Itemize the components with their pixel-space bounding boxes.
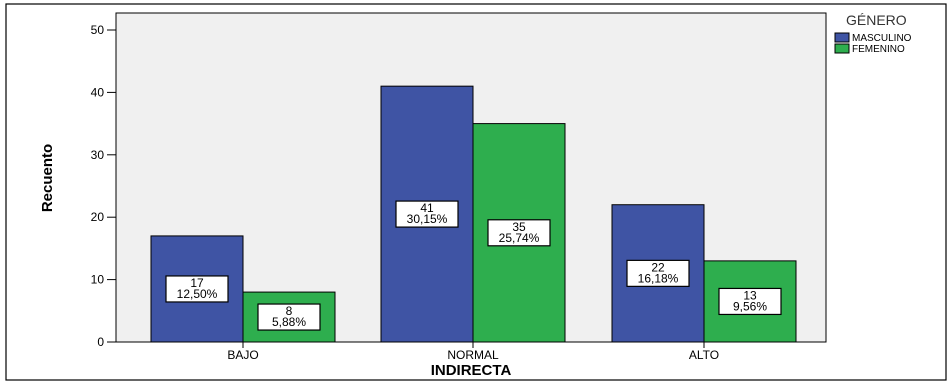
y-tick-label: 0 bbox=[97, 335, 104, 349]
y-axis: 0 10 20 30 40 50 bbox=[91, 23, 116, 349]
data-label-count: 8 bbox=[286, 304, 293, 318]
x-axis: BAJO NORMAL ALTO bbox=[227, 342, 719, 362]
legend-label-masculino: MASCULINO bbox=[852, 33, 912, 44]
y-tick-label: 20 bbox=[91, 210, 105, 224]
data-label-percent: 12,50% bbox=[177, 287, 218, 301]
y-tick-label: 50 bbox=[91, 23, 105, 37]
data-label-box bbox=[165, 275, 229, 303]
data-label-box bbox=[257, 303, 321, 331]
x-tick-label: BAJO bbox=[227, 348, 258, 362]
y-axis-label: Recuento bbox=[39, 144, 56, 212]
data-label-percent: 5,88% bbox=[272, 315, 306, 329]
y-tick-label: 10 bbox=[91, 273, 105, 287]
legend-swatch-femenino bbox=[834, 43, 850, 54]
data-label-box bbox=[487, 219, 551, 247]
legend-title: GÉNERO bbox=[846, 12, 907, 28]
y-tick-label: 30 bbox=[91, 148, 105, 162]
legend-swatch-masculino bbox=[834, 32, 850, 43]
data-label-percent: 9,56% bbox=[733, 299, 767, 313]
y-tick-label: 40 bbox=[91, 85, 105, 99]
data-label: 85,88% bbox=[257, 303, 321, 331]
data-label-percent: 25,74% bbox=[499, 231, 540, 245]
data-label-box bbox=[718, 287, 782, 316]
data-label-box bbox=[626, 259, 690, 287]
x-tick-label: NORMAL bbox=[447, 348, 499, 362]
data-label-count: 17 bbox=[190, 276, 204, 290]
x-axis-label: INDIRECTA bbox=[431, 362, 512, 379]
legend-label-femenino: FEMENINO bbox=[852, 44, 905, 55]
data-label-box bbox=[395, 200, 459, 228]
data-label-percent: 30,15% bbox=[407, 212, 448, 226]
x-tick-label: ALTO bbox=[689, 348, 719, 362]
data-label-count: 35 bbox=[512, 220, 526, 234]
data-label-count: 22 bbox=[651, 260, 665, 274]
data-label-percent: 16,18% bbox=[638, 271, 679, 285]
data-label-count: 41 bbox=[420, 201, 434, 215]
data-label-count: 13 bbox=[743, 288, 757, 302]
data-label: 139,56% bbox=[718, 287, 782, 316]
